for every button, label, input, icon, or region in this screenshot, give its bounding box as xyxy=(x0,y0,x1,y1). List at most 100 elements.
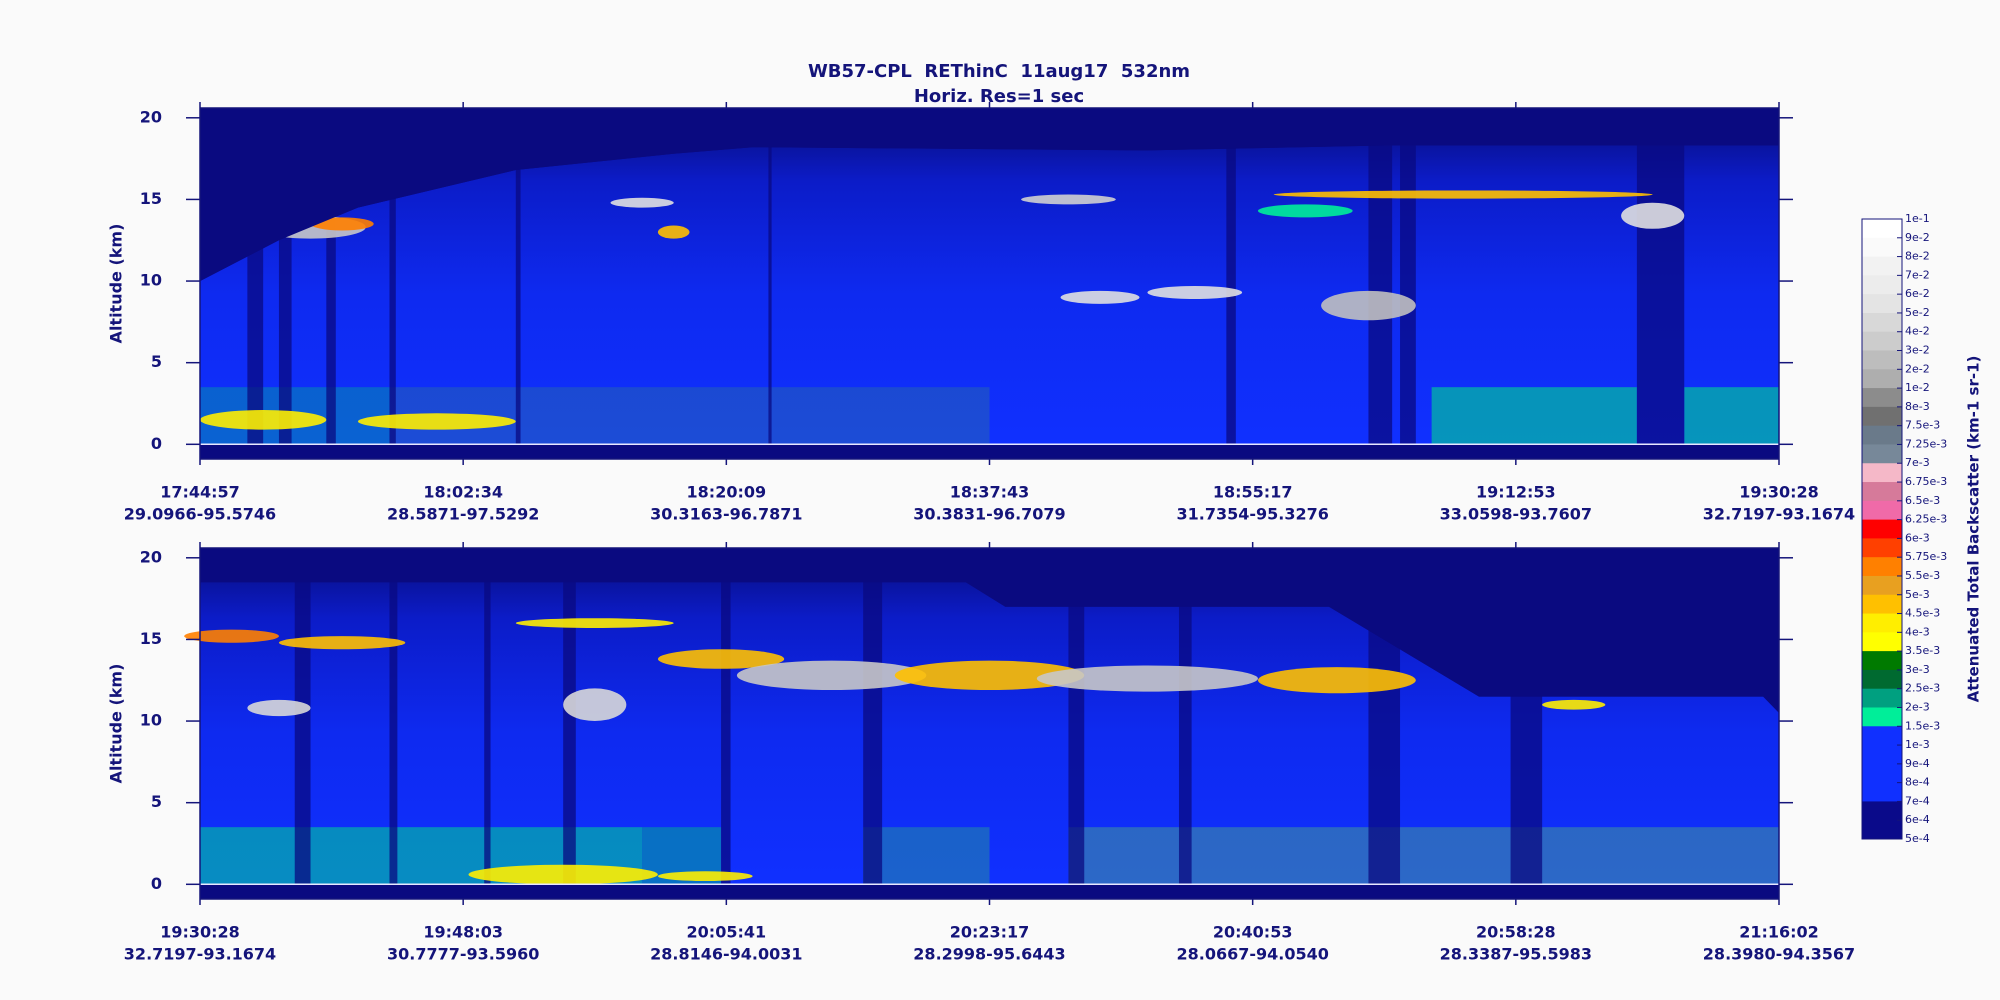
cloud xyxy=(515,618,674,628)
cloud xyxy=(657,871,753,882)
colorbar-label: 5e-3 xyxy=(1905,588,1930,601)
x-tick-sublabel: 28.0667-94.0540 xyxy=(1176,945,1328,964)
colorbar-block xyxy=(1862,275,1902,295)
colorbar-block xyxy=(1862,256,1902,276)
x-tick-label: 18:20:09 xyxy=(687,483,767,502)
colorbar-block xyxy=(1862,519,1902,539)
x-tick-label: 20:58:28 xyxy=(1476,923,1556,942)
y-tick-label: 0 xyxy=(151,434,162,453)
attenuation-stripe xyxy=(484,548,491,885)
attenuation-stripe xyxy=(1636,108,1685,445)
attenuation-stripe xyxy=(768,108,772,445)
x-tick-label: 21:16:02 xyxy=(1739,923,1819,942)
y-axis-label: Altitude (km) xyxy=(107,224,126,344)
attenuation-stripe xyxy=(1226,108,1236,445)
colorbar-block xyxy=(1862,557,1902,577)
attenuation-stripe xyxy=(389,548,398,885)
colorbar-label: 9e-2 xyxy=(1905,231,1930,244)
colorbar-label: 7e-3 xyxy=(1905,456,1930,469)
attenuation-stripe xyxy=(863,548,883,885)
colorbar-label: 2e-3 xyxy=(1905,700,1930,713)
stratosphere xyxy=(200,108,1779,282)
cloud xyxy=(310,217,374,231)
colorbar-block xyxy=(1862,350,1902,370)
attenuation-stripe xyxy=(294,548,311,885)
colorbar-label: 6.5e-3 xyxy=(1905,494,1940,507)
colorbar-block xyxy=(1862,669,1902,690)
colorbar-label: 8e-2 xyxy=(1905,250,1930,263)
cloud xyxy=(610,197,674,208)
colorbar-label: 3e-3 xyxy=(1905,663,1930,676)
colorbar-label: 8e-4 xyxy=(1905,776,1930,789)
attenuation-stripe xyxy=(515,108,521,445)
cloud xyxy=(357,413,516,430)
cloud xyxy=(184,629,279,643)
colorbar-label: 4e-3 xyxy=(1905,625,1930,638)
colorbar-block xyxy=(1862,406,1902,427)
x-tick-sublabel: 28.2998-95.6443 xyxy=(913,945,1065,964)
x-tick-label: 17:44:57 xyxy=(160,483,240,502)
x-tick-sublabel: 32.7197-93.1674 xyxy=(124,945,276,964)
cloud xyxy=(1621,202,1685,229)
cloud xyxy=(894,660,1085,691)
colorbar-label: 1e-3 xyxy=(1905,738,1930,751)
x-tick-label: 19:48:03 xyxy=(423,923,503,942)
colorbar-label: 3e-2 xyxy=(1905,344,1930,357)
y-tick-label: 0 xyxy=(151,874,162,893)
stratosphere xyxy=(200,548,1779,713)
cloud xyxy=(736,660,927,691)
colorbar-block xyxy=(1862,237,1902,258)
x-tick-sublabel: 31.7354-95.3276 xyxy=(1176,505,1328,524)
colorbar-label: 1.5e-3 xyxy=(1905,719,1940,732)
cloud xyxy=(200,410,327,430)
x-tick-sublabel: 28.3980-94.3567 xyxy=(1703,945,1855,964)
x-tick-label: 20:40:53 xyxy=(1213,923,1293,942)
colorbar-label: 6e-2 xyxy=(1905,287,1930,300)
colorbar-label: 5e-2 xyxy=(1905,306,1930,319)
aerosol-layer xyxy=(863,827,990,885)
attenuation-stripe xyxy=(1178,548,1192,885)
colorbar-label: 9e-4 xyxy=(1905,757,1930,770)
colorbar-block xyxy=(1862,219,1902,239)
colorbar-block xyxy=(1862,613,1902,633)
colorbar-block xyxy=(1862,763,1902,784)
cloud xyxy=(1257,204,1353,218)
cloud xyxy=(1147,285,1243,300)
colorbar-block xyxy=(1862,594,1902,615)
colorbar-label: 2.5e-3 xyxy=(1905,682,1940,695)
aerosol-layer xyxy=(1068,827,1779,885)
colorbar-label: 6.75e-3 xyxy=(1905,475,1947,488)
colorbar-label: 8e-3 xyxy=(1905,400,1930,413)
cloud xyxy=(657,649,785,669)
cloud xyxy=(1321,290,1416,321)
colorbar-label: 4.5e-3 xyxy=(1905,607,1940,620)
attenuation-stripe xyxy=(389,108,396,445)
colorbar-label: 7e-2 xyxy=(1905,268,1930,281)
x-tick-sublabel: 30.3831-96.7079 xyxy=(913,505,1065,524)
y-tick-label: 20 xyxy=(140,547,162,566)
y-tick-label: 5 xyxy=(151,792,162,811)
colorbar-label: 5e-4 xyxy=(1905,832,1930,845)
y-tick-label: 15 xyxy=(140,189,162,208)
attenuation-stripe xyxy=(721,548,731,885)
cloud xyxy=(1542,699,1606,710)
attenuation-stripe xyxy=(1400,108,1416,445)
colorbar-block xyxy=(1862,444,1902,464)
colorbar-label: 6e-3 xyxy=(1905,531,1930,544)
aerosol-layer xyxy=(1431,387,1637,445)
cloud xyxy=(278,636,406,650)
colorbar-block xyxy=(1862,463,1902,483)
colorbar-block xyxy=(1862,707,1902,727)
x-tick-sublabel: 30.7777-93.5960 xyxy=(387,945,539,964)
x-tick-label: 18:02:34 xyxy=(423,483,503,502)
x-tick-label: 20:05:41 xyxy=(687,923,767,942)
x-tick-label: 18:37:43 xyxy=(950,483,1030,502)
colorbar-block xyxy=(1862,820,1902,840)
colorbar-block xyxy=(1862,801,1902,821)
curtain-panel xyxy=(184,548,1779,899)
x-tick-sublabel: 33.0598-93.7607 xyxy=(1440,505,1592,524)
colorbar-label: 7.25e-3 xyxy=(1905,437,1947,450)
colorbar-block xyxy=(1862,688,1902,708)
colorbar-label: 2e-2 xyxy=(1905,362,1930,375)
